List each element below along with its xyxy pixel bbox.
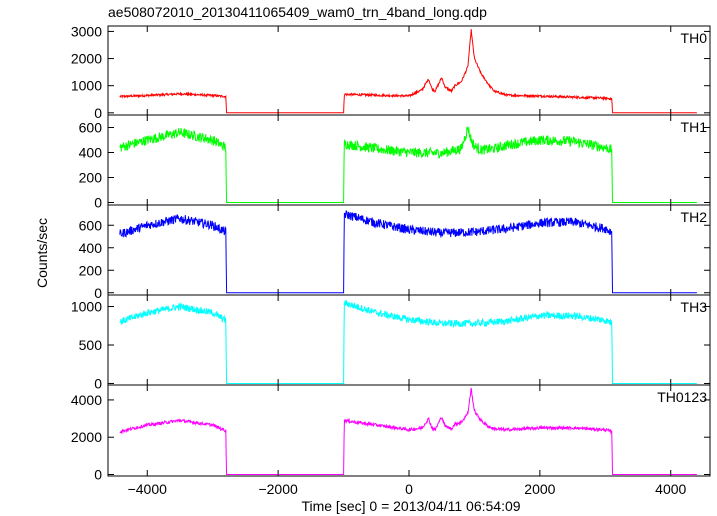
panel-frame [107,114,711,206]
panel-frame [107,25,711,116]
panel-th3: 0 500 1000 TH3 [71,294,711,391]
y-tick-label: 2000 [71,51,102,67]
series-line-th1 [119,126,697,203]
y-tick-label: 0 [94,467,102,483]
y-tick-label: 200 [79,170,103,186]
panel-th2: 0 200 400 600 TH2 [79,204,711,301]
y-tick-label: 200 [79,262,103,278]
panel-th1: 0 200 400 600 TH1 [79,114,711,211]
y-tick-label: 0 [94,105,102,121]
x-tick-label: 4000 [655,481,686,497]
series-line-th3 [119,300,697,384]
x-tick-label: 0 [405,481,413,497]
x-tick-label: 2000 [524,481,555,497]
panel-label: TH0 [681,30,708,46]
y-tick-label: 4000 [71,392,102,408]
y-tick-label: 0 [94,195,102,211]
panel-label: TH0123 [657,389,707,405]
y-tick-label: 2000 [71,429,102,445]
panel-frame [107,294,711,386]
y-tick-label: 500 [79,337,103,353]
panel-label: TH1 [681,119,708,135]
panel-label: TH2 [681,209,708,225]
series-line-th0123 [119,387,697,475]
y-tick-label: 600 [79,217,103,233]
y-tick-label: 0 [94,375,102,391]
chart-title: ae508072010_20130411065409_wam0_trn_4ban… [108,4,487,20]
y-tick-label: 400 [79,145,103,161]
panel-label: TH3 [681,299,708,315]
y-tick-label: 600 [79,120,103,136]
x-tick-label: −4000 [128,481,168,497]
y-tick-label: 1000 [71,299,102,315]
y-tick-label: 1000 [71,78,102,94]
y-tick-label: 0 [94,285,102,301]
x-axis-ticks: −4000 −2000 0 2000 4000 [128,481,687,497]
y-tick-label: 400 [79,240,103,256]
series-line-th0 [119,29,697,114]
y-tick-label: 3000 [71,23,102,39]
panel-th0123: 0 2000 4000 TH0123 [71,384,711,483]
x-axis-label: Time [sec] 0 = 2013/04/11 06:54:09 [301,498,520,514]
y-axis-label: Counts/sec [34,218,50,288]
x-tick-label: −2000 [258,481,298,497]
series-line-th2 [119,210,697,294]
panel-frame [107,204,711,296]
panel-th0: 0 1000 2000 3000 TH0 [71,23,711,121]
